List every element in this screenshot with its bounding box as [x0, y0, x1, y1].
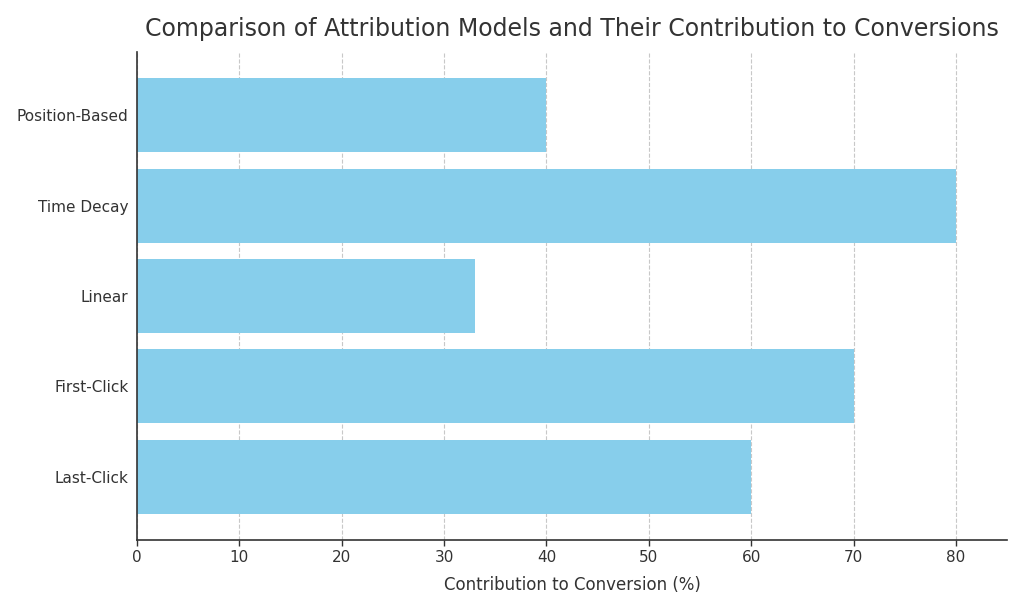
- Bar: [137, 440, 752, 514]
- Bar: [137, 169, 956, 243]
- Bar: [137, 259, 475, 333]
- Bar: [137, 349, 854, 423]
- X-axis label: Contribution to Conversion (%): Contribution to Conversion (%): [443, 576, 700, 595]
- Bar: [137, 78, 547, 153]
- Title: Comparison of Attribution Models and Their Contribution to Conversions: Comparison of Attribution Models and The…: [145, 16, 999, 41]
